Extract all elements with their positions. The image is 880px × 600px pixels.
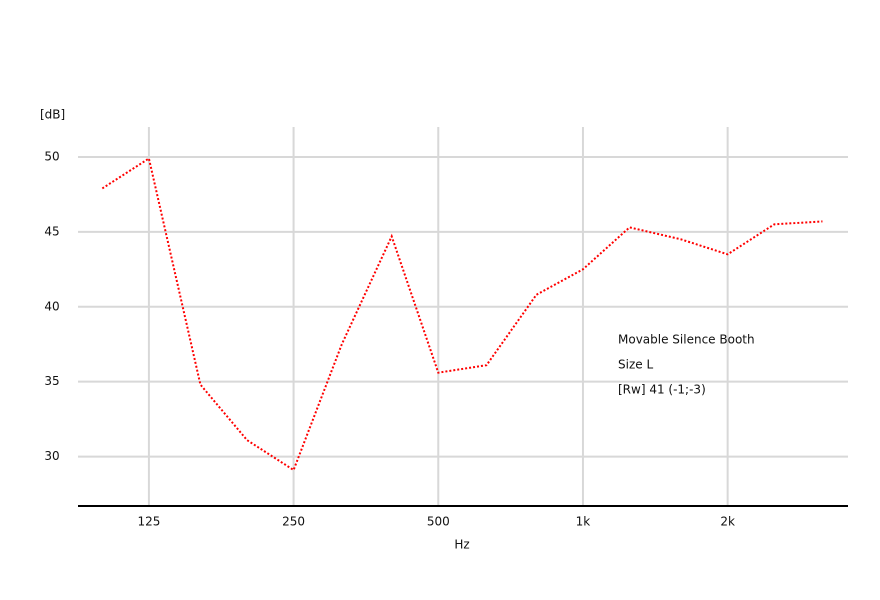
y-tick-label: 50	[44, 149, 59, 163]
x-tick-label: 125	[137, 515, 160, 529]
y-tick-label: 35	[44, 374, 59, 388]
x-tick-label: 250	[282, 515, 305, 529]
x-axis-label: Hz	[454, 538, 469, 552]
y-tick-label: 30	[44, 449, 59, 463]
x-tick-label: 500	[427, 515, 450, 529]
legend-entry: Movable Silence Booth	[618, 333, 755, 347]
legend-text: Size L	[618, 358, 653, 372]
y-tick-label: 40	[44, 299, 59, 313]
y-axis-label: [dB]	[40, 108, 65, 122]
legend-text: [Rw] 41 (-1;-3)	[618, 383, 706, 397]
data-line	[101, 156, 823, 472]
x-tick-label: 1k	[576, 515, 591, 529]
y-tick-label: 45	[44, 224, 59, 238]
x-tick-label: 2k	[720, 515, 735, 529]
